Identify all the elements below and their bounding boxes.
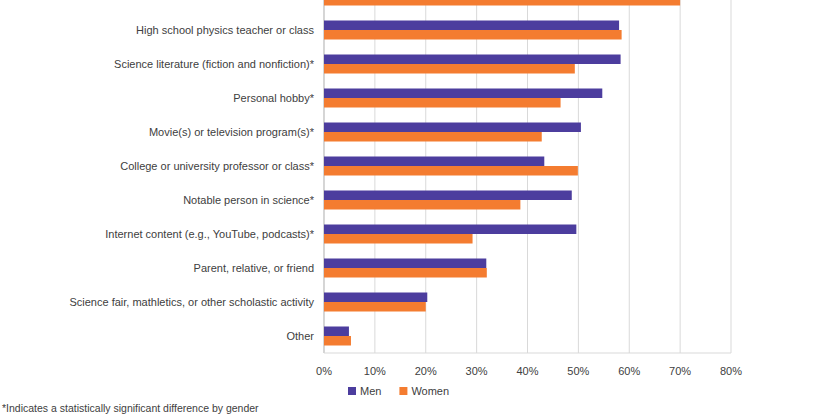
bar (324, 98, 561, 108)
tick-label: 10% (364, 365, 386, 377)
tick-label: 40% (516, 365, 538, 377)
legend-label: Women (411, 385, 449, 397)
category-label: Movie(s) or television program(s)* (149, 126, 315, 138)
legend-swatch (348, 387, 356, 395)
grid-line (731, 0, 732, 353)
grid-line (527, 0, 528, 353)
tick-label: 50% (567, 365, 589, 377)
grid-line (629, 0, 630, 353)
category-label: College or university professor or class… (120, 160, 315, 172)
category-label: Science literature (fiction and nonficti… (114, 58, 315, 70)
value-axis (324, 353, 731, 354)
category-label: High school physics teacher or class (136, 24, 314, 36)
category-label: Parent, relative, or friend (194, 262, 314, 274)
bar (324, 21, 619, 31)
bar (324, 30, 622, 40)
legend-label: Men (360, 385, 381, 397)
tick-label: 80% (720, 365, 742, 377)
bar (324, 132, 542, 142)
bar (324, 55, 621, 65)
footnote: *Indicates a statistically significant d… (2, 402, 259, 414)
bar (324, 234, 473, 244)
bar (324, 293, 427, 303)
tick-label: 0% (316, 365, 332, 377)
grid-line (476, 0, 477, 353)
chart: 0% 10% 20% 30% 40% 50% 60% 70% 80% High school ph… (0, 0, 840, 418)
bar (324, 89, 602, 99)
grid-line (680, 0, 681, 353)
tick-label: 70% (669, 365, 691, 377)
category-label: Personal hobby* (233, 92, 314, 104)
category-label: Other (286, 330, 314, 342)
category-label: Notable person in science* (183, 194, 315, 206)
legend-swatch (399, 387, 407, 395)
bar (324, 64, 575, 74)
tick-label: 30% (466, 365, 488, 377)
bar (324, 200, 520, 210)
bars (324, 0, 680, 346)
category-label: Science fair, mathletics, or other schol… (69, 296, 314, 308)
bar (324, 123, 581, 133)
bar (324, 268, 487, 278)
bar (324, 157, 544, 167)
grid-line (578, 0, 579, 353)
category-label: Internet content (e.g., YouTube, podcast… (105, 228, 314, 240)
bar (324, 0, 680, 6)
bar (324, 191, 572, 201)
bar (324, 336, 351, 346)
bar (324, 166, 578, 176)
bar (324, 327, 349, 337)
tick-label: 60% (618, 365, 640, 377)
bar (324, 225, 576, 235)
bar (324, 302, 426, 312)
tick-label: 20% (415, 365, 437, 377)
bar (324, 259, 486, 269)
